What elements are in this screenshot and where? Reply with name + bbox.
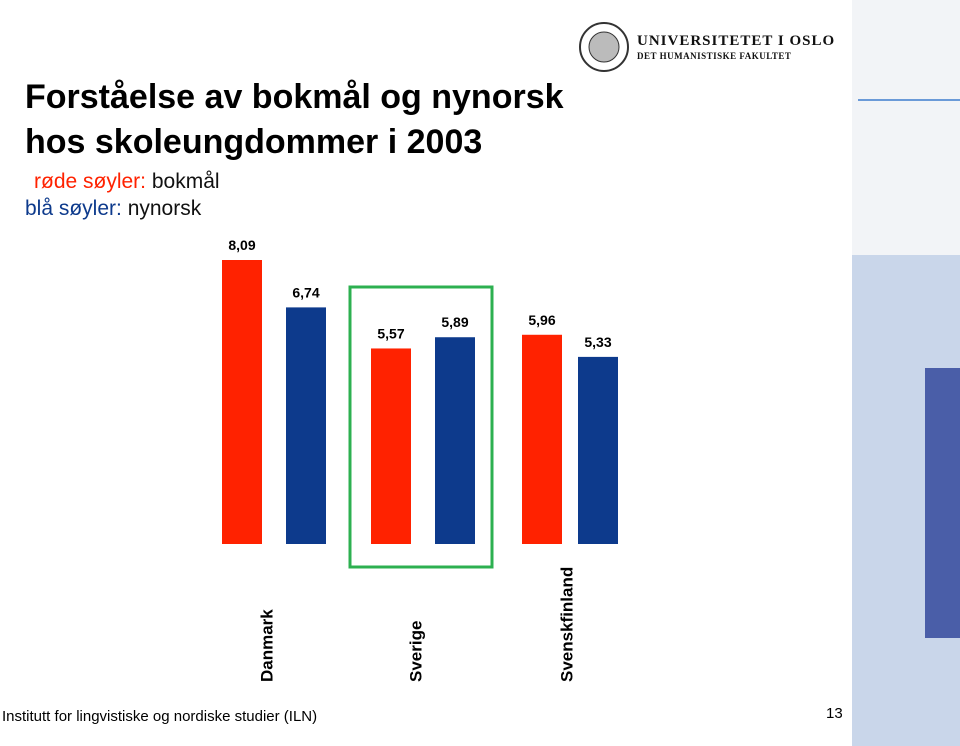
value-label: 8,09 [228, 237, 255, 253]
value-label: 5,33 [584, 334, 611, 350]
x-tick-label: Svenskfinland [557, 567, 576, 682]
legend-label: bokmål [152, 170, 220, 193]
legend-label: nynorsk [128, 197, 202, 220]
value-label: 5,57 [377, 325, 404, 341]
side-strip [925, 368, 960, 638]
bar [222, 260, 262, 544]
chart-title: hos skoleungdommer i 2003 [25, 123, 482, 161]
logo-subtitle: DET HUMANISTISKE FAKULTET [637, 51, 791, 61]
legend-entry: blå søyler: nynorsk [25, 197, 202, 220]
bar [578, 356, 618, 544]
value-label: 6,74 [292, 284, 319, 300]
bar [435, 337, 475, 544]
footer-text: Institutt for lingvistiske og nordiske s… [2, 708, 317, 725]
chart-title: Forståelse av bokmål og nynorsk [25, 78, 564, 116]
logo: UNIVERSITETET I OSLO DET HUMANISTISKE FA… [579, 22, 835, 72]
x-tick-label: Danmark [257, 609, 276, 682]
x-tick-label: Sverige [406, 621, 425, 682]
value-label: 5,96 [528, 312, 555, 328]
legend-key: blå søyler: [25, 197, 122, 220]
value-label: 5,89 [441, 314, 468, 330]
legend-entry: røde søyler: bokmål [34, 170, 220, 193]
decoration [852, 0, 960, 746]
bar [286, 307, 326, 544]
logo-seal-inner [588, 31, 620, 63]
logo-title: UNIVERSITETET I OSLO [637, 33, 835, 49]
page-number: 13 [826, 705, 843, 722]
bar [371, 348, 411, 544]
highlight-box [348, 285, 494, 569]
bar [522, 334, 562, 544]
legend-key: røde søyler: [34, 170, 146, 193]
